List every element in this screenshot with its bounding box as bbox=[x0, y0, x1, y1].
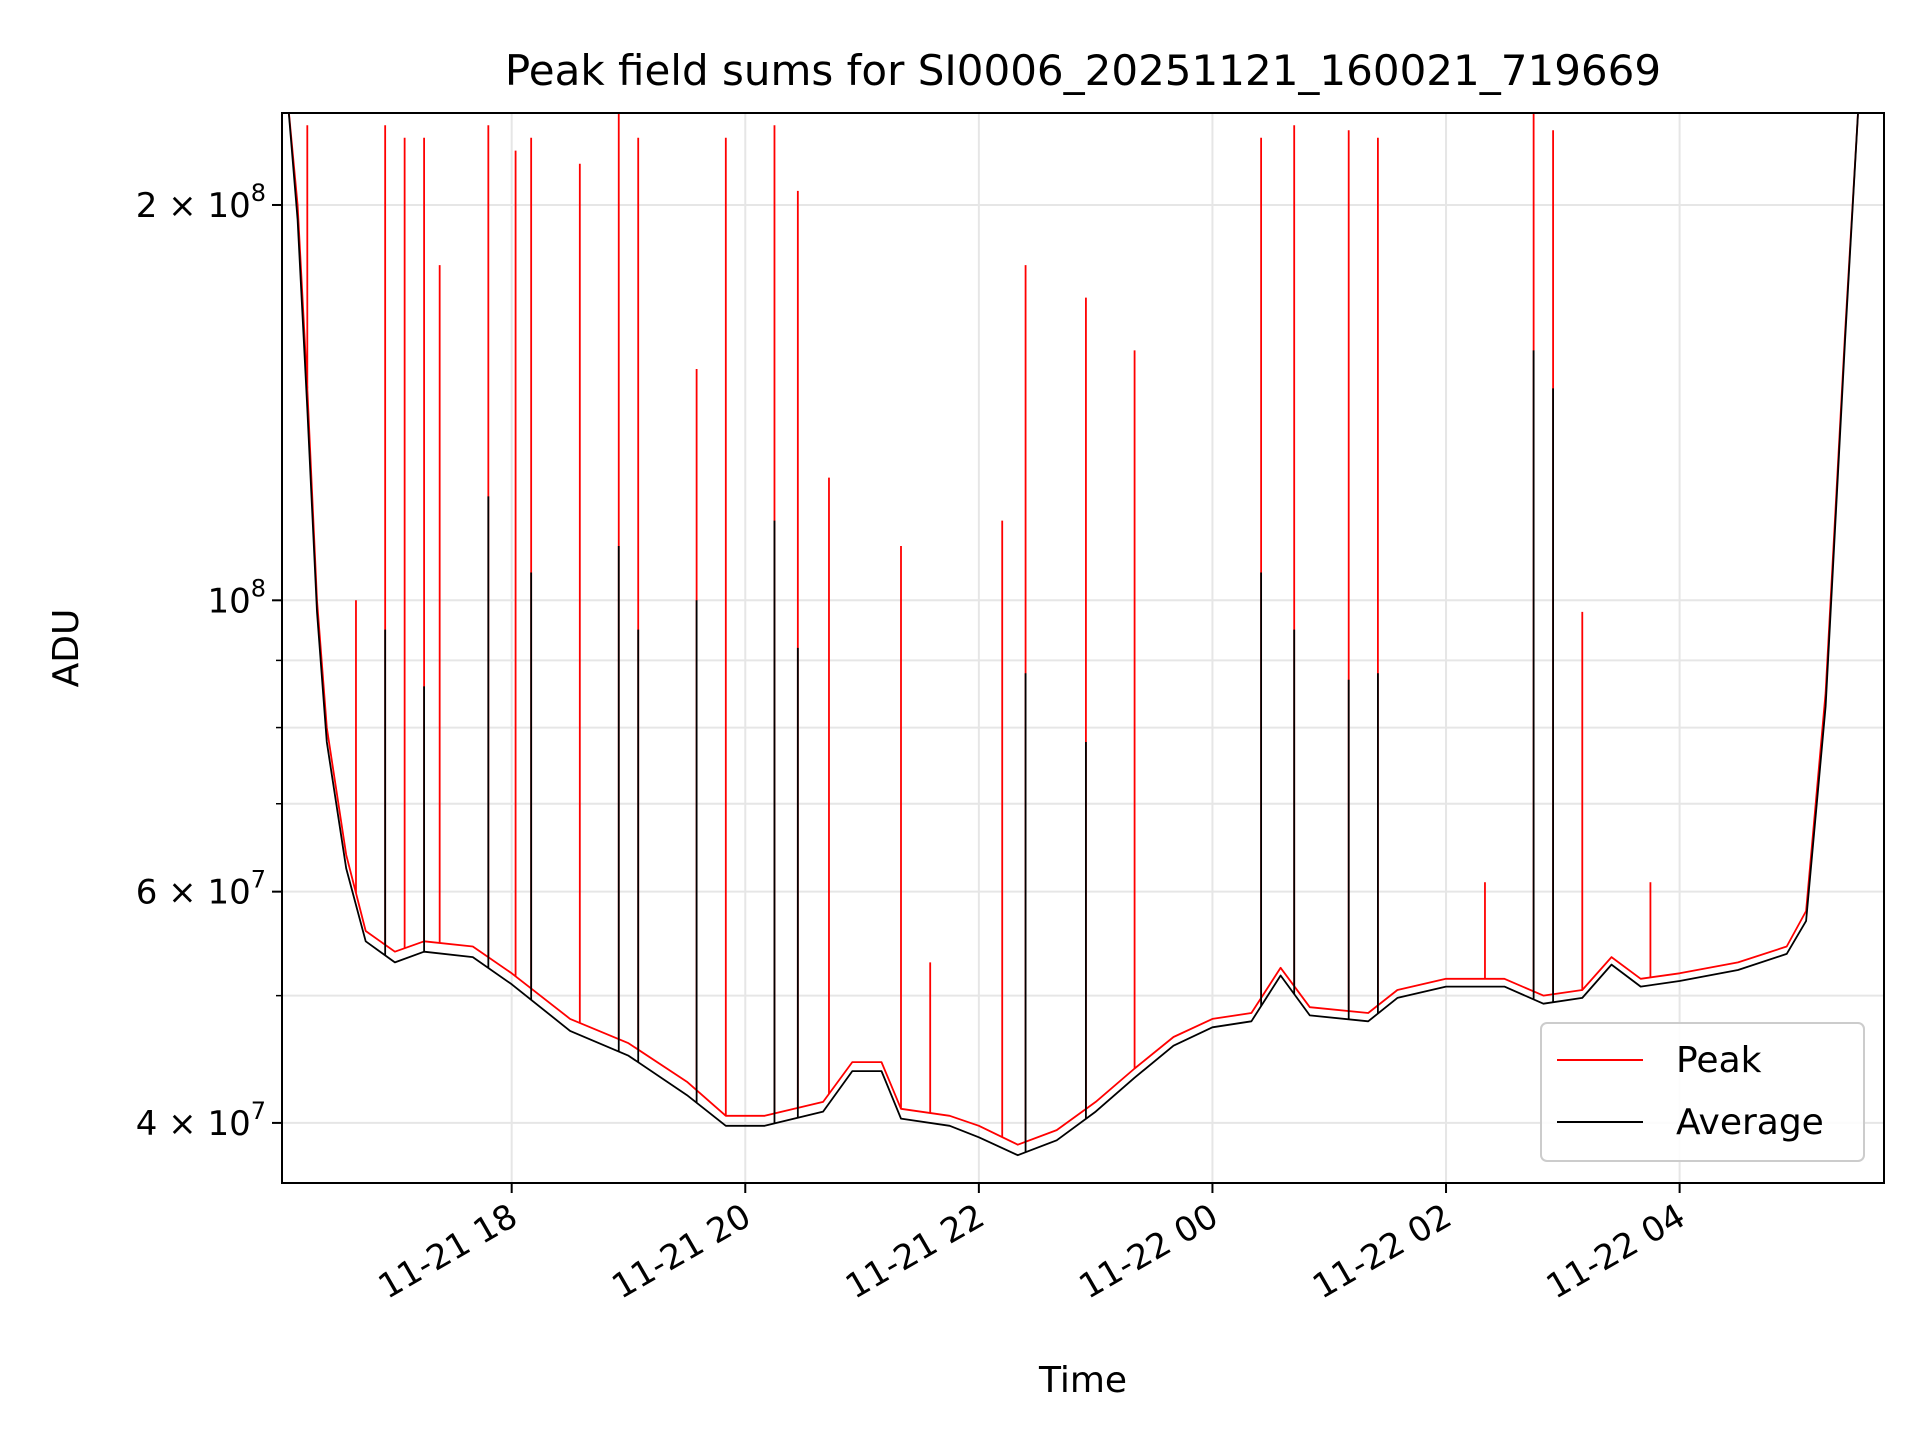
series-peak-line bbox=[288, 113, 1859, 1146]
legend: Peak Average bbox=[1540, 1022, 1865, 1162]
legend-box bbox=[1540, 1022, 1865, 1162]
y-tick-label: 2 × 108 bbox=[136, 179, 266, 226]
series-average-line bbox=[287, 113, 1859, 1157]
y-tick-label: 6 × 107 bbox=[136, 866, 266, 913]
y-tick-label: 4 × 107 bbox=[136, 1097, 266, 1144]
chart-title: Peak field sums for SI0006_20251121_1600… bbox=[505, 46, 1661, 95]
legend-label-average: Average bbox=[1676, 1102, 1824, 1143]
series-layer bbox=[287, 113, 1859, 1157]
plot-frame bbox=[281, 112, 1885, 1184]
legend-label-peak: Peak bbox=[1676, 1040, 1762, 1081]
x-axis-label: Time bbox=[1038, 1360, 1127, 1401]
y-axis-label: ADU bbox=[46, 609, 87, 688]
y-tick-label: 108 bbox=[207, 574, 266, 621]
